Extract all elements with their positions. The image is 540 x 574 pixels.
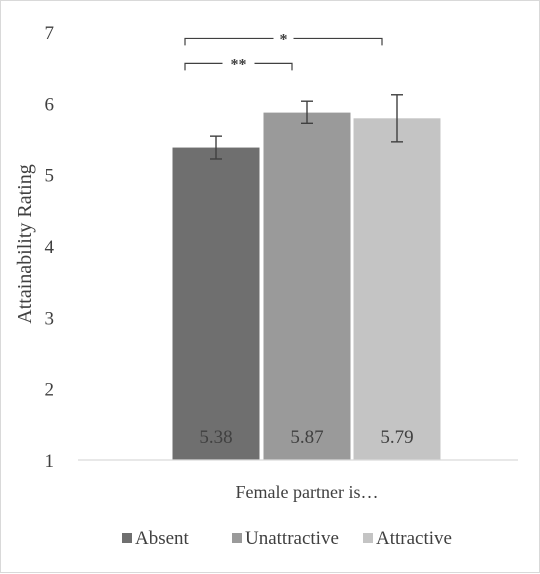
y-tick-label: 2	[45, 380, 55, 401]
legend: Absent Unattractive Attractive	[122, 528, 452, 549]
bar-attractive	[353, 118, 441, 461]
bars: 5.38 5.87 5.79	[172, 112, 441, 461]
significance-label: **	[231, 56, 247, 73]
legend-label: Unattractive	[245, 528, 339, 549]
significance-bracket: **	[184, 56, 293, 73]
legend-swatch	[363, 533, 373, 543]
legend-label: Attractive	[376, 528, 452, 549]
data-label: 5.38	[199, 427, 232, 448]
legend-item-unattractive: Unattractive	[232, 528, 339, 549]
legend-item-attractive: Attractive	[363, 528, 452, 549]
y-axis: 1 2 3 4 5 6 7	[45, 23, 55, 472]
y-tick-label: 6	[45, 94, 55, 115]
x-axis-label: Female partner is…	[236, 482, 379, 502]
legend-label: Absent	[135, 528, 190, 549]
data-label: 5.79	[380, 427, 413, 448]
significance-bracket: *	[184, 31, 383, 48]
legend-item-absent: Absent	[122, 528, 190, 549]
y-tick-label: 1	[45, 451, 55, 472]
y-tick-label: 5	[45, 166, 55, 187]
y-axis-label: Attainability Rating	[14, 164, 36, 323]
y-tick-label: 4	[45, 237, 55, 258]
bar-absent	[172, 147, 260, 460]
significance-label: *	[280, 31, 288, 48]
legend-swatch	[232, 533, 242, 543]
error-bars	[210, 94, 403, 160]
bar-unattractive	[263, 112, 351, 461]
y-tick-label: 7	[45, 23, 55, 44]
y-tick-label: 3	[45, 308, 55, 329]
data-label: 5.87	[290, 427, 323, 448]
significance-brackets: ***	[184, 31, 383, 73]
legend-swatch	[122, 533, 132, 543]
